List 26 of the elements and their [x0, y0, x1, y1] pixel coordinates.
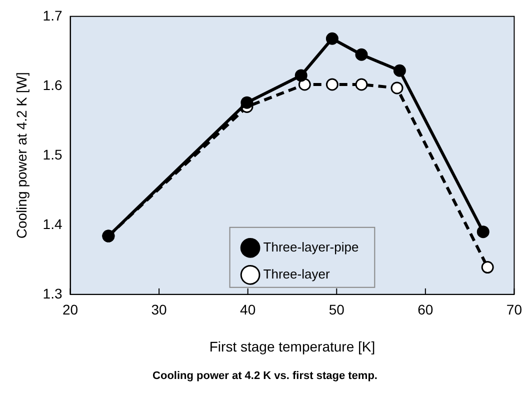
legend-label: Three-layer-pipe [263, 239, 359, 254]
point [326, 32, 338, 45]
point [355, 78, 368, 91]
point [476, 226, 490, 238]
x-tick-label: 40 [240, 302, 256, 318]
y-tick-label: 1.3 [42, 285, 62, 302]
y-tick-label: 1.7 [42, 7, 62, 24]
point [390, 82, 404, 94]
x-tick-label: 60 [418, 302, 434, 318]
y-tick-label: 1.6 [42, 76, 62, 93]
legend-label: Three-layer [263, 266, 330, 282]
x-tick-label: 70 [506, 302, 522, 318]
point [326, 78, 338, 91]
point [481, 261, 494, 274]
x-axis-title: First stage temperature [K] [209, 338, 376, 354]
x-tick-label: 20 [62, 302, 78, 318]
point [355, 48, 368, 61]
text: Cooling power at 4.2 K vs. first stage temp. [152, 370, 378, 382]
y-tick-label: 1.4 [42, 216, 62, 232]
y-tick-label: 1.5 [42, 146, 62, 162]
point [393, 64, 406, 77]
y-axis-title: Cooling power at 4.2 K [W] [13, 72, 30, 239]
x-tick-label: 30 [151, 302, 168, 318]
point [294, 69, 308, 82]
point [240, 96, 254, 109]
x-tick-label: 50 [328, 302, 345, 318]
